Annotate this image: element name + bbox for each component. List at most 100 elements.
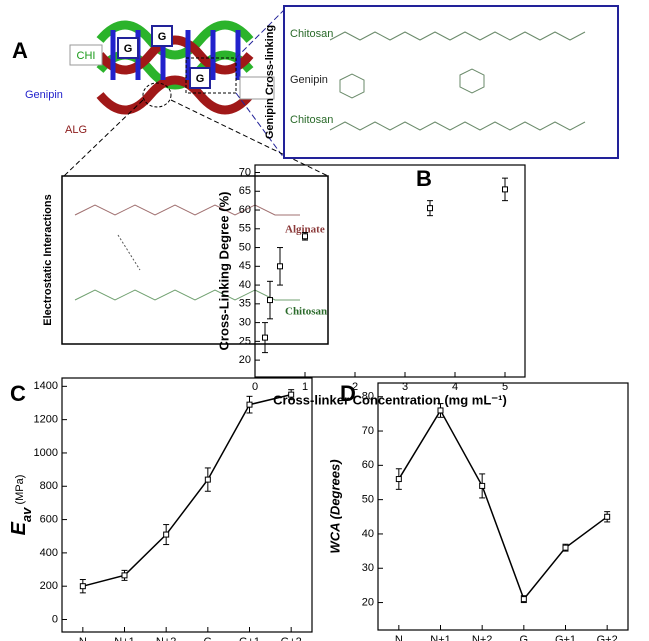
point bbox=[437, 407, 444, 414]
upper-label: Genipin bbox=[290, 74, 328, 86]
point bbox=[302, 233, 308, 240]
g-box bbox=[117, 37, 139, 59]
chain bbox=[74, 289, 300, 301]
y-tick-label: 200 bbox=[40, 580, 58, 592]
x-tick-label: G+1 bbox=[239, 636, 260, 641]
line bbox=[398, 408, 608, 601]
g-text: G bbox=[196, 73, 205, 85]
plot-frame bbox=[377, 382, 629, 631]
point bbox=[267, 297, 273, 304]
chain bbox=[329, 31, 586, 41]
point bbox=[121, 572, 128, 579]
chi-box bbox=[69, 44, 103, 66]
x-tick-label: 0 bbox=[252, 381, 258, 393]
x-tick-label: G+2 bbox=[281, 636, 302, 641]
line bbox=[82, 393, 292, 587]
x-tick-label: 2 bbox=[352, 381, 358, 393]
x-tick-label: N+2 bbox=[472, 634, 493, 641]
y-tick-label: 40 bbox=[362, 528, 374, 540]
y-axis-label-part: E bbox=[8, 521, 30, 535]
chi-label: CHI bbox=[77, 50, 96, 62]
plot-frame bbox=[254, 164, 526, 378]
y-tick-label: 60 bbox=[239, 204, 251, 216]
diagram: G G G CHI Genipin ALG Genipin Cross-link… bbox=[25, 5, 619, 345]
panel-label: A bbox=[12, 38, 28, 63]
y-tick-label: 400 bbox=[40, 547, 58, 559]
y-tick-label: 1000 bbox=[34, 447, 58, 459]
y-tick-label: 20 bbox=[239, 354, 251, 366]
x-tick-label: 5 bbox=[502, 381, 508, 393]
y-tick-label: 30 bbox=[362, 562, 374, 574]
y-tick-label: 55 bbox=[239, 223, 251, 235]
y-axis-label: Cross-Linking Degree (%) bbox=[216, 192, 231, 351]
x-axis-label: Cross-linker Concentration (mg mL⁻¹) bbox=[273, 392, 507, 407]
x-tick-label: G bbox=[520, 634, 529, 641]
y-tick-label: 30 bbox=[239, 316, 251, 328]
zoom-circle bbox=[142, 82, 172, 108]
genipin-label: Genipin bbox=[25, 89, 63, 101]
point bbox=[262, 334, 268, 341]
y-tick-label: 50 bbox=[239, 241, 251, 253]
y-axis-label: Eav (MPa) bbox=[8, 475, 34, 536]
ionic-bond bbox=[117, 234, 141, 271]
point bbox=[79, 583, 86, 590]
point bbox=[288, 391, 295, 398]
connector bbox=[235, 9, 285, 59]
chi-strand bbox=[96, 20, 254, 60]
y-tick-label: 20 bbox=[362, 596, 374, 608]
upper-label: Chitosan bbox=[290, 28, 333, 40]
point bbox=[427, 205, 433, 212]
y-axis-label-part: (MPa) bbox=[14, 475, 26, 508]
x-tick-label: 4 bbox=[452, 381, 458, 393]
y-tick-label: 1200 bbox=[34, 414, 58, 426]
y-axis-label: WCA (Degrees) bbox=[327, 459, 342, 553]
point bbox=[163, 531, 170, 538]
connector bbox=[235, 92, 285, 159]
point bbox=[479, 482, 486, 489]
y-tick-label: 70 bbox=[239, 166, 251, 178]
y-tick-label: 0 bbox=[52, 613, 58, 625]
g-text: G bbox=[158, 31, 167, 43]
chain bbox=[74, 204, 300, 216]
chitosan-label: Chitosan bbox=[285, 306, 327, 318]
panel-label: B bbox=[416, 166, 432, 191]
x-tick-label: N bbox=[79, 636, 87, 641]
alg-strand bbox=[96, 35, 254, 75]
y-tick-label: 800 bbox=[40, 480, 58, 492]
x-tick-label: N bbox=[395, 634, 403, 641]
y-tick-label: 25 bbox=[239, 335, 251, 347]
y-tick-label: 35 bbox=[239, 298, 251, 310]
crosslink-box bbox=[283, 5, 619, 159]
panel-label: D bbox=[340, 381, 356, 406]
ring bbox=[339, 68, 485, 99]
g-text: G bbox=[124, 43, 133, 55]
g-box bbox=[189, 67, 211, 89]
y-tick-label: 1400 bbox=[34, 380, 58, 392]
chain bbox=[329, 121, 586, 131]
y-tick-label: 70 bbox=[362, 425, 374, 437]
alg-strand bbox=[96, 75, 254, 115]
x-tick-label: 3 bbox=[402, 381, 408, 393]
y-tick-label: 40 bbox=[239, 279, 251, 291]
point bbox=[395, 476, 402, 483]
x-tick-label: N+1 bbox=[114, 636, 135, 641]
point bbox=[520, 596, 527, 603]
y-tick-label: 80 bbox=[362, 391, 374, 403]
plot-frame bbox=[61, 377, 313, 633]
x-tick-label: N+1 bbox=[430, 634, 451, 641]
electrostatic-box bbox=[61, 175, 329, 345]
x-tick-label: G+1 bbox=[555, 634, 576, 641]
y-tick-label: 600 bbox=[40, 513, 58, 525]
point bbox=[204, 476, 211, 483]
point bbox=[277, 263, 283, 270]
y-tick-label: 50 bbox=[362, 494, 374, 506]
y-axis-label-part: av bbox=[19, 507, 34, 522]
alg-label: ALG bbox=[65, 124, 87, 136]
x-tick-label: 1 bbox=[302, 381, 308, 393]
x-tick-label: G+2 bbox=[597, 634, 618, 641]
alginate-label: Alginate bbox=[285, 224, 325, 236]
upper-label: Chitosan bbox=[290, 114, 333, 126]
y-tick-label: 60 bbox=[362, 459, 374, 471]
connector bbox=[170, 99, 329, 177]
